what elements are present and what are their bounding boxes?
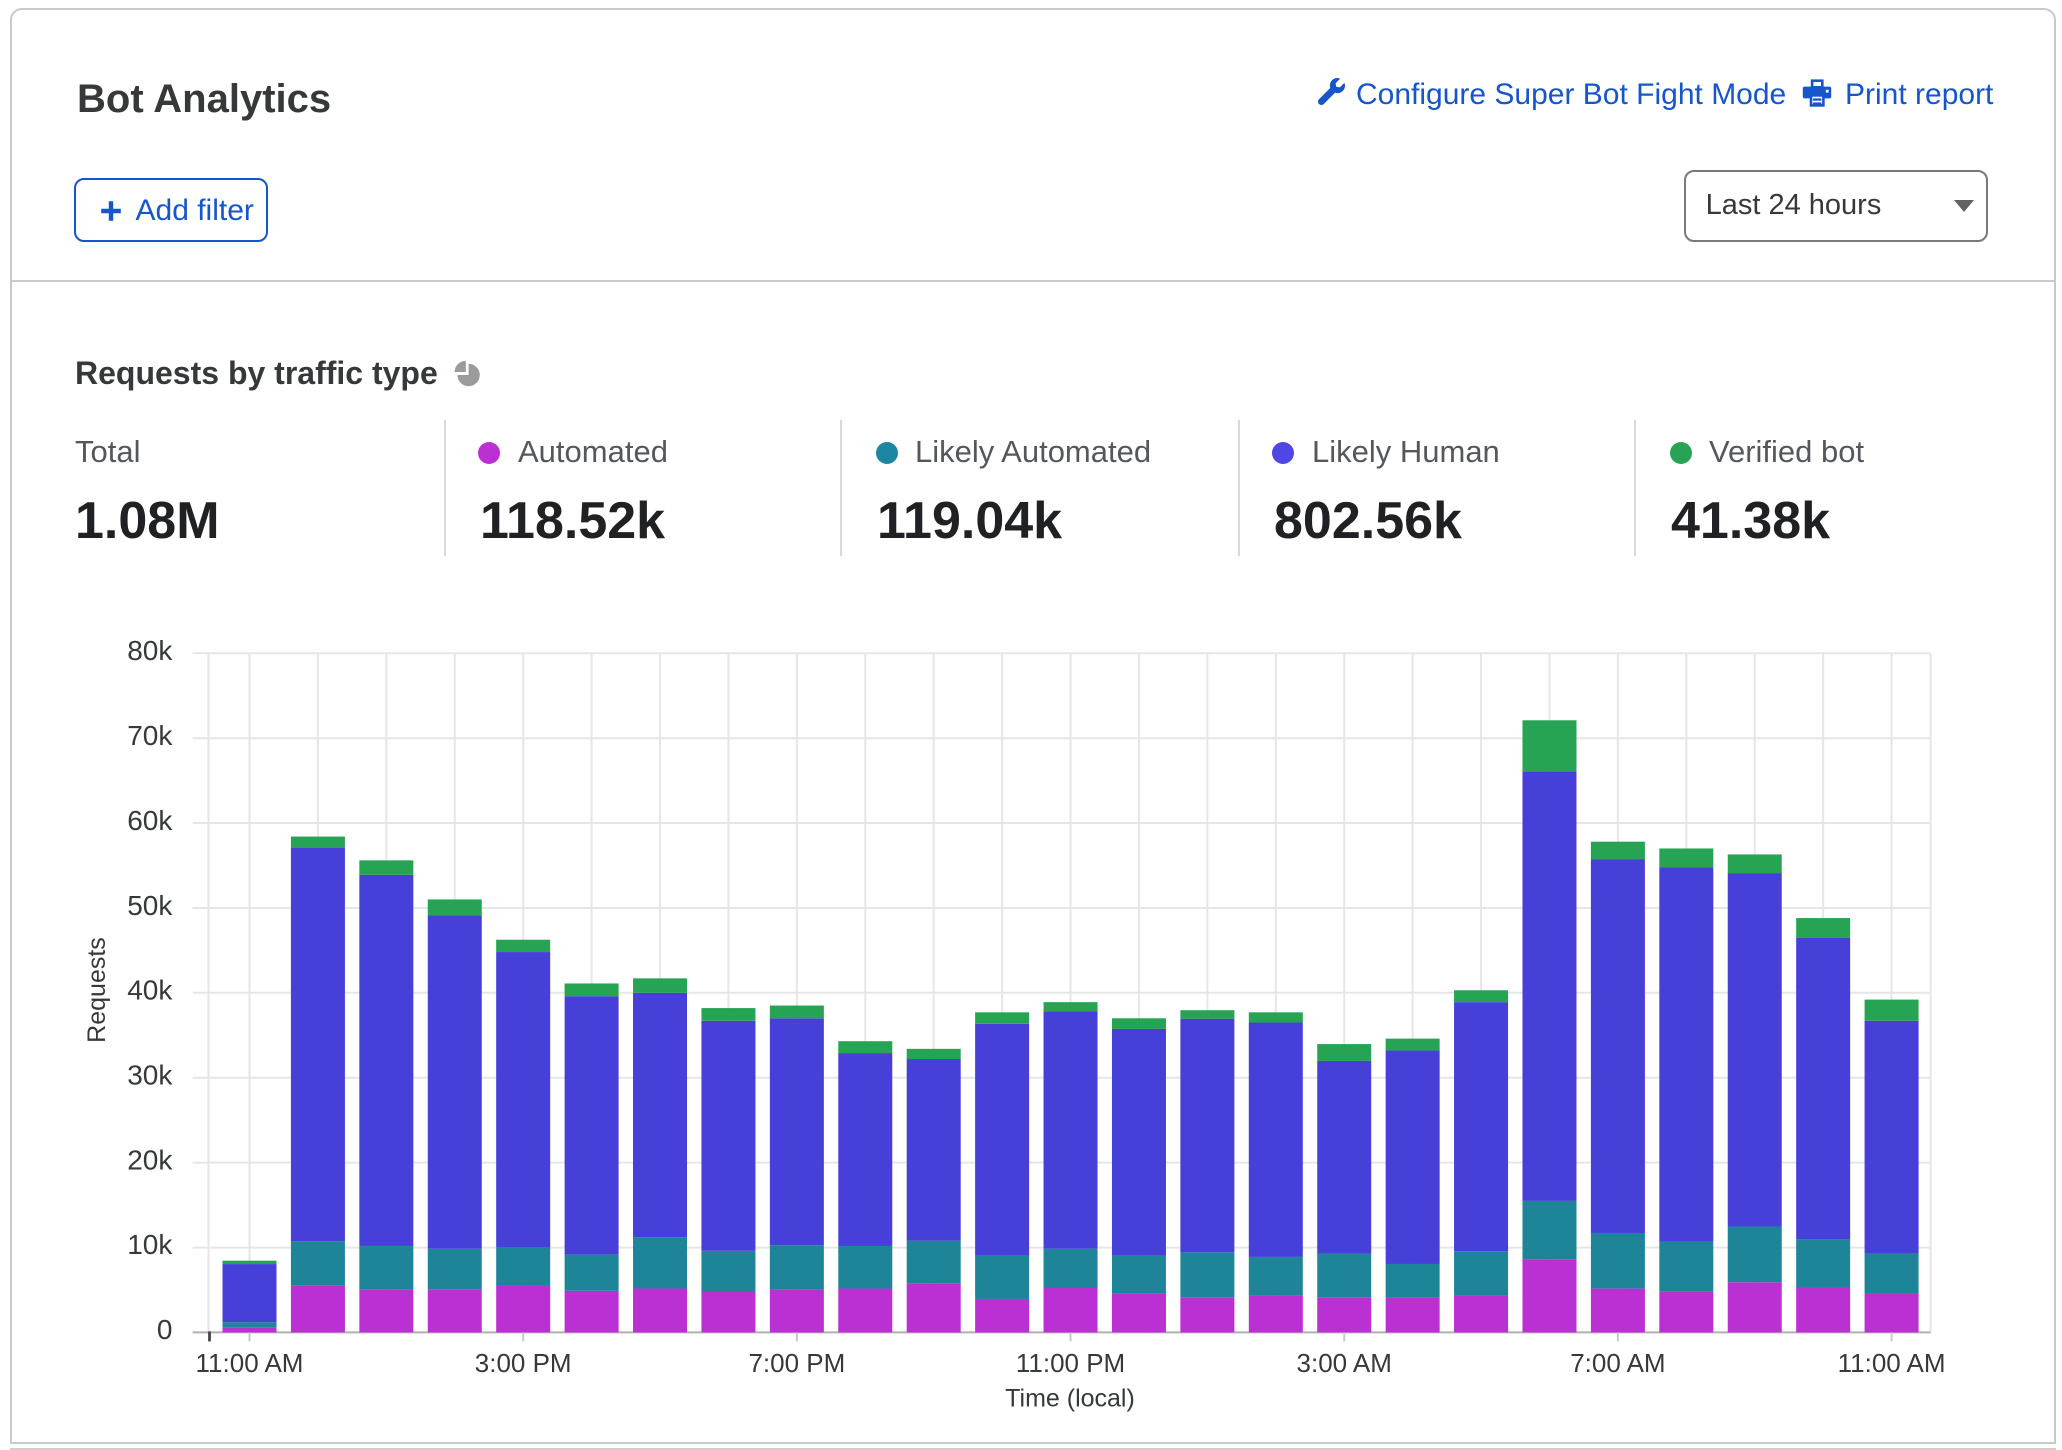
svg-text:Time (local): Time (local): [1005, 1385, 1135, 1413]
svg-text:50k: 50k: [127, 890, 173, 921]
svg-text:11:00 AM: 11:00 AM: [1838, 1348, 1946, 1378]
svg-text:11:00 PM: 11:00 PM: [1016, 1348, 1125, 1378]
svg-text:11:00 AM: 11:00 AM: [196, 1348, 304, 1378]
svg-text:7:00 PM: 7:00 PM: [748, 1348, 845, 1378]
svg-text:80k: 80k: [127, 635, 173, 666]
svg-text:70k: 70k: [127, 720, 173, 751]
svg-text:0: 0: [157, 1314, 173, 1345]
svg-text:3:00 PM: 3:00 PM: [475, 1348, 572, 1378]
svg-text:3:00 AM: 3:00 AM: [1297, 1348, 1392, 1378]
svg-text:Requests: Requests: [83, 937, 111, 1043]
svg-text:20k: 20k: [127, 1144, 173, 1175]
svg-text:30k: 30k: [127, 1059, 173, 1090]
svg-text:10k: 10k: [127, 1229, 173, 1260]
svg-text:60k: 60k: [127, 805, 173, 836]
svg-text:40k: 40k: [127, 975, 173, 1006]
svg-text:7:00 AM: 7:00 AM: [1570, 1348, 1665, 1378]
